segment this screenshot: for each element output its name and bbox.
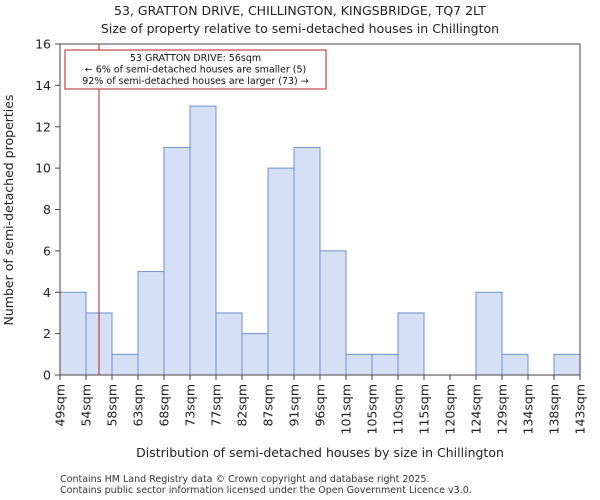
y-tick-label: 16 — [35, 37, 51, 52]
x-axis-label: Distribution of semi-detached houses by … — [136, 445, 504, 460]
histogram-bar-110sqm — [397, 312, 425, 376]
x-tick-label: 73sqm — [183, 384, 198, 427]
bars-group — [59, 105, 581, 376]
histogram-bar-82sqm — [241, 333, 269, 376]
histogram-bar-49sqm — [59, 291, 87, 376]
x-tick-label: 82sqm — [235, 384, 250, 427]
x-tick-label: 54sqm — [79, 384, 94, 427]
histogram-bar-63sqm — [137, 271, 165, 376]
x-tick-label: 129sqm — [495, 384, 510, 434]
histogram-bar-101sqm — [345, 353, 373, 376]
x-tick-label: 49sqm — [53, 384, 68, 427]
footer-line-1: Contains HM Land Registry data © Crown c… — [60, 474, 430, 485]
annotation-box — [64, 49, 327, 90]
x-tick-label: 124sqm — [469, 384, 484, 434]
x-tick-label: 96sqm — [313, 384, 328, 427]
x-tick-label: 68sqm — [157, 384, 172, 427]
y-axis-label: Number of semi-detached properties — [1, 95, 16, 326]
x-tick-label: 58sqm — [105, 384, 120, 427]
footer-line-2: Contains public sector information licen… — [60, 485, 472, 496]
x-tick-label: 101sqm — [339, 384, 354, 434]
y-tick-label: 14 — [35, 78, 51, 93]
x-tick-label: 77sqm — [209, 384, 224, 427]
x-tick-label: 87sqm — [261, 384, 276, 427]
histogram-bar-68sqm — [163, 146, 191, 376]
histogram-bar-58sqm — [111, 353, 139, 376]
axes-group: 0 2 4 6 8 10 12 14 16 49sqm 54sqm 58sqm 63sqm 68sqm 73… — [35, 37, 587, 435]
annotation-line-1: 53 GRATTON DRIVE: 56sqm — [130, 53, 261, 64]
histogram-bar-77sqm — [215, 312, 243, 376]
chart-title-line-2: Size of property relative to semi-detach… — [101, 21, 499, 36]
x-tick-label: 120sqm — [443, 384, 458, 434]
histogram-bar-138sqm — [553, 353, 581, 376]
histogram-bar-96sqm — [319, 250, 347, 376]
annotation-line-2: ← 6% of semi-detached houses are smaller… — [85, 65, 306, 76]
x-tick-label: 105sqm — [365, 384, 380, 434]
x-tick-label: 138sqm — [547, 384, 562, 434]
y-tick-label: 2 — [43, 326, 51, 341]
x-tick-label: 63sqm — [131, 384, 146, 427]
y-tick-label: 12 — [35, 119, 51, 134]
y-tick-label: 0 — [43, 368, 51, 383]
y-tick-label: 10 — [35, 161, 51, 176]
x-tick-label: 134sqm — [521, 384, 536, 434]
histogram-bar-73sqm — [189, 105, 217, 376]
chart-title-line-1: 53, GRATTON DRIVE, CHILLINGTON, KINGSBRI… — [114, 3, 486, 18]
marker-group: 53 GRATTON DRIVE: 56sqm← 6% of semi-deta… — [64, 44, 327, 375]
x-tick-label: 143sqm — [573, 384, 588, 434]
histogram-bar-105sqm — [371, 353, 399, 376]
y-tick-label: 8 — [43, 202, 51, 217]
annotation-line-3: 92% of semi-detached houses are larger (… — [82, 76, 309, 87]
x-tick-label: 110sqm — [391, 384, 406, 434]
histogram-bar-91sqm — [293, 146, 321, 376]
y-tick-label: 6 — [43, 243, 51, 258]
histogram-bar-124sqm — [475, 291, 503, 376]
x-tick-label: 115sqm — [417, 384, 432, 434]
x-tick-label: 91sqm — [287, 384, 302, 427]
histogram-bar-129sqm — [501, 353, 529, 376]
y-tick-label: 4 — [43, 285, 51, 300]
histogram-bar-87sqm — [267, 167, 295, 376]
